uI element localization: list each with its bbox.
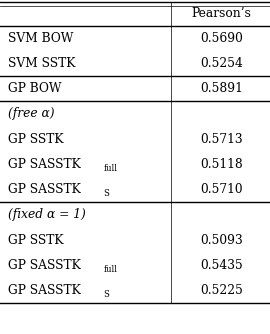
Text: 0.5710: 0.5710 (200, 183, 243, 196)
Text: 0.5891: 0.5891 (200, 82, 243, 95)
Text: (fixed α = 1): (fixed α = 1) (8, 208, 86, 221)
Text: SVM BOW: SVM BOW (8, 32, 73, 45)
Text: full: full (103, 164, 117, 173)
Text: S: S (103, 290, 109, 299)
Text: full: full (103, 265, 117, 274)
Text: 0.5225: 0.5225 (200, 284, 243, 297)
Text: GP SASSTK: GP SASSTK (8, 259, 81, 272)
Text: 0.5118: 0.5118 (200, 158, 243, 171)
Text: 0.5093: 0.5093 (200, 233, 243, 246)
Text: (free α): (free α) (8, 108, 55, 121)
Text: SVM SSTK: SVM SSTK (8, 57, 76, 70)
Text: 0.5690: 0.5690 (200, 32, 243, 45)
Text: GP SASSTK: GP SASSTK (8, 158, 81, 171)
Text: GP BOW: GP BOW (8, 82, 62, 95)
Text: 0.5435: 0.5435 (200, 259, 243, 272)
Text: GP SSTK: GP SSTK (8, 233, 64, 246)
Text: GP SSTK: GP SSTK (8, 133, 64, 146)
Text: Pearson’s: Pearson’s (191, 7, 251, 20)
Text: GP SASSTK: GP SASSTK (8, 284, 81, 297)
Text: GP SASSTK: GP SASSTK (8, 183, 81, 196)
Text: 0.5254: 0.5254 (200, 57, 243, 70)
Text: 0.5713: 0.5713 (200, 133, 243, 146)
Text: S: S (103, 189, 109, 198)
